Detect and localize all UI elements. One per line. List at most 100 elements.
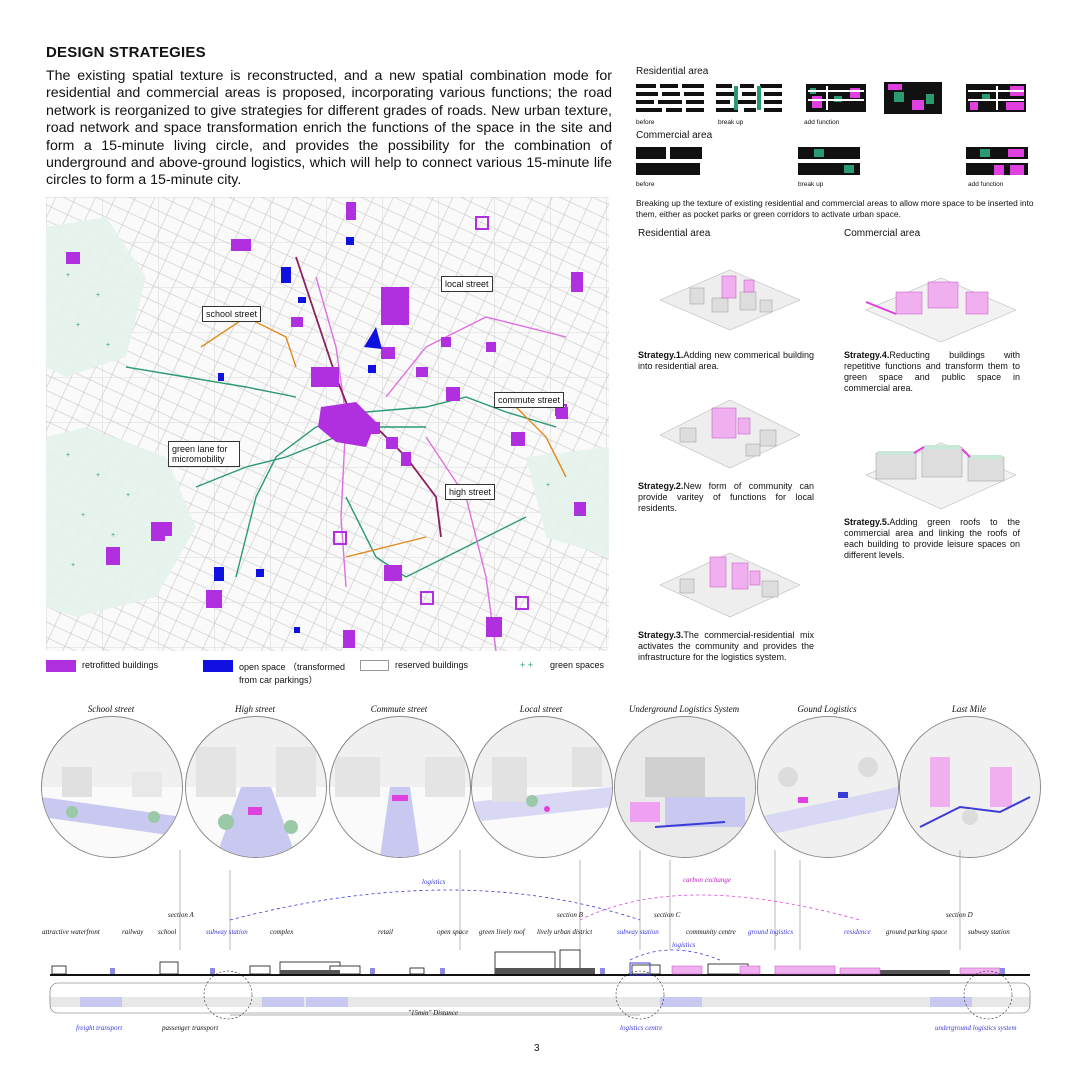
legend-label: open space （transformed from car parking… [239, 662, 346, 685]
res-step-add: add function [804, 119, 840, 126]
strategy5-text: Strategy.5.Adding green roofs to the com… [844, 517, 1020, 561]
strategy1-text: Strategy.1.Adding new commerical buildin… [638, 350, 814, 372]
commercial-texture-diagram [636, 147, 1028, 175]
label-local-street: local street [441, 276, 493, 292]
circle-title-underground: Underground Logistics System [628, 704, 740, 714]
svg-text:+: + [96, 292, 100, 299]
label-subway-3: subway station [968, 928, 1010, 936]
svg-text:+: + [111, 532, 115, 539]
circle-last-mile [899, 716, 1041, 858]
legend-label: green spaces [550, 660, 605, 670]
circle-title-commute: Commute street [370, 704, 428, 714]
legend-green: + + green spaces [520, 660, 604, 670]
label-logistics-arc: logistics [422, 878, 446, 886]
legend-swatch-green: + + [520, 660, 534, 670]
page-number: 3 [534, 1043, 540, 1054]
label-logistics-centre: logistics centre [620, 1024, 663, 1032]
legend-swatch-retrofitted [46, 660, 76, 672]
label-community-centre: community centre [686, 928, 736, 936]
circle-title-local: Local street [519, 704, 563, 714]
circle-school-street [41, 716, 183, 858]
svg-text:+: + [576, 512, 580, 519]
label-parking: ground parking space [886, 928, 948, 936]
legend-swatch-reserved [360, 660, 389, 671]
com-step-breakup: break up [798, 181, 824, 188]
label-passenger: passenger transport [162, 1024, 219, 1032]
label-green-lane: green lane for micromobility [168, 441, 240, 467]
intro-paragraph: The existing spatial texture is reconstr… [46, 68, 612, 189]
strategy5-head: Strategy.5. [844, 517, 890, 527]
label-distance: "15min" Distance [408, 1009, 459, 1017]
label-railway: railway [122, 928, 144, 936]
label-logistics-small: logistics [672, 941, 696, 949]
label-ground-logistics: ground logistics [748, 928, 794, 936]
strategy3-text: Strategy.3.The commercial-residential mi… [638, 630, 814, 663]
strategy1-illustration [659, 269, 801, 331]
com-step-add: add function [968, 181, 1004, 188]
circle-title-last-mile: Last Mile [951, 704, 987, 714]
circle-title-ground: Gound Logistics [797, 704, 857, 714]
label-section-d: section D [946, 911, 973, 919]
site-map: + + + + + + + + + + + + school street local stre… [46, 197, 609, 651]
label-underground-system: underground logistics system [935, 1024, 1017, 1032]
label-commute-street: commute street [494, 392, 565, 408]
strategy1-body: Adding new commerical building into resi… [638, 350, 814, 371]
label-school-street: school street [202, 306, 262, 322]
label-school: school [158, 928, 177, 936]
strategy1-head: Strategy.1. [638, 350, 684, 360]
strategy5-illustration [865, 442, 1017, 510]
legend-retrofitted: retrofitted buildings [46, 660, 158, 672]
strategy4-text: Strategy.4.Reducting buildings with repe… [844, 350, 1020, 394]
strategy4-illustration [865, 277, 1017, 343]
circle-local-street [471, 716, 613, 858]
strategy5-body: Adding green roofs to the commercial are… [844, 517, 1020, 560]
res-step-before: before [636, 119, 655, 126]
texture-commercial-title: Commercial area [636, 130, 713, 141]
open-spaces [214, 237, 382, 633]
label-green-roof: green lively roof [479, 928, 525, 936]
green-spaces [46, 217, 609, 617]
circle-high-street [185, 716, 327, 858]
svg-text:+: + [106, 342, 110, 349]
svg-text:+: + [71, 562, 75, 569]
map-drawing: + + + + + + + + + + + + [46, 197, 609, 651]
com-step-before: before [636, 181, 655, 188]
svg-text:+: + [96, 472, 100, 479]
svg-text:+: + [81, 512, 85, 519]
svg-text:+: + [126, 492, 130, 499]
strategy3-illustration [659, 552, 801, 618]
label-subway-1: subway station [206, 928, 248, 936]
strategy3-head: Strategy.3. [638, 630, 684, 640]
strategy2-text: Strategy.2.New form of community can pro… [638, 481, 814, 514]
label-urban-district: lively urban district [537, 928, 593, 936]
label-section-a: section A [168, 911, 194, 919]
label-complex: complex [270, 928, 294, 936]
texture-caption: Breaking up the texture of existing resi… [636, 198, 1034, 219]
label-section-c: section C [654, 911, 681, 919]
strategy-res-heading: Residential area [638, 228, 711, 239]
strategy2-head: Strategy.2. [638, 481, 684, 491]
label-retail: retail [378, 928, 393, 936]
circle-title-high: High street [235, 704, 275, 714]
circle-commute-street [329, 716, 471, 858]
label-section-b: section B [557, 911, 583, 919]
label-open-space: open space [437, 928, 469, 936]
svg-text:+: + [546, 482, 550, 489]
label-residence: residence [844, 928, 871, 936]
strategy-com-heading: Commercial area [844, 228, 921, 239]
page-title: DESIGN STRATEGIES [46, 44, 206, 61]
circle-title-school: School street [87, 704, 135, 714]
residential-texture-diagram [636, 82, 1026, 114]
svg-text:+: + [76, 322, 80, 329]
circle-underground-logistics [614, 716, 756, 858]
strategy4-head: Strategy.4. [844, 350, 890, 360]
legend-label: reserved buildings [395, 660, 469, 670]
strategy3-body: The commercial-residential mix activates… [638, 630, 814, 662]
legend-swatch-open-space [203, 660, 233, 672]
texture-residential-title: Residential area [636, 66, 709, 77]
label-subway-2: subway station [617, 928, 659, 936]
strategy4-body: Reducting buildings with repetitive func… [844, 350, 1020, 393]
legend-open-space: open space （transformed from car parking… [203, 660, 364, 686]
legend-reserved: reserved buildings [360, 660, 468, 671]
street-lines [125, 256, 567, 651]
